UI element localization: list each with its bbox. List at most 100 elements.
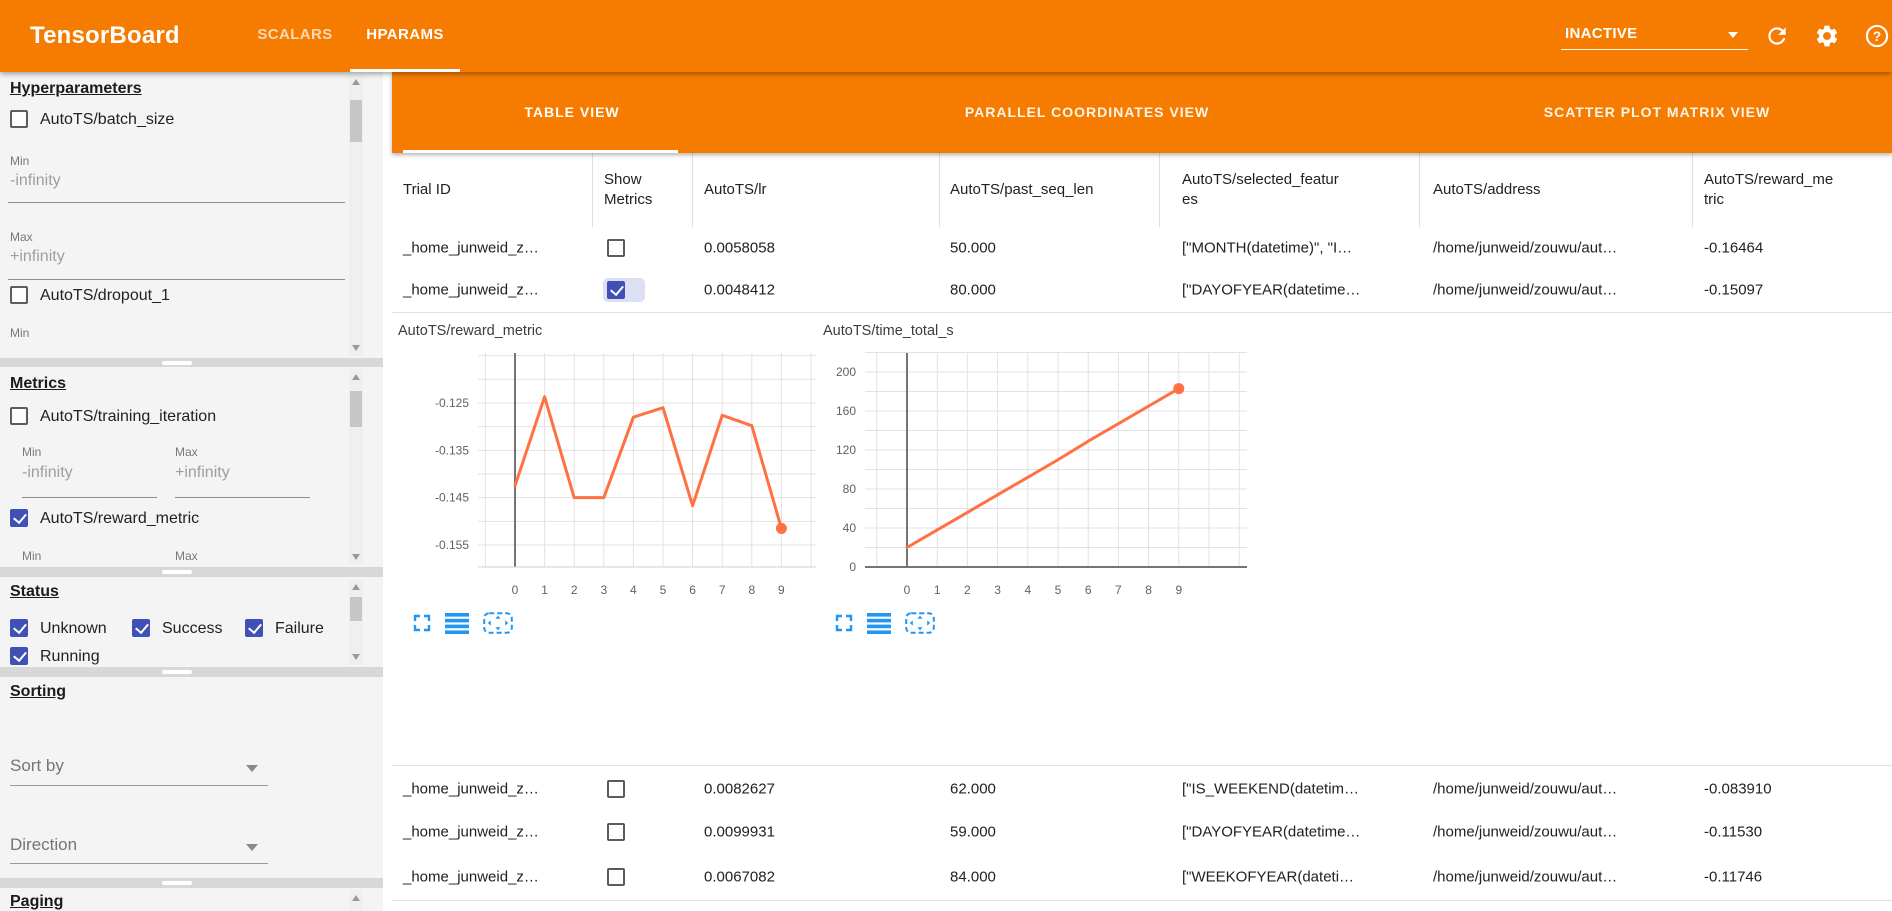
checkbox-checked-icon[interactable] [132,619,150,637]
panel-paging: Paging [0,888,383,911]
show-metrics-checkbox[interactable] [607,238,625,257]
checkbox-icon[interactable] [10,407,28,425]
show-metrics-checkbox[interactable] [607,779,625,798]
address-cell: /home/junweid/zouwu/aut… [1433,868,1618,885]
scroll-up-icon[interactable] [352,895,360,901]
col-header-autots-past-seq-len[interactable]: AutoTS/past_seq_len [950,181,1094,198]
svg-text:8: 8 [748,583,755,597]
table-row-expanded: _home_junweid_z… 0.0048412 80.000 ["DAYO… [392,268,1892,313]
col-header-autots-reward-metric[interactable]: AutoTS/reward_metric [1704,171,1834,208]
checkbox-status-running[interactable]: Running [10,647,125,667]
svg-text:2: 2 [571,583,578,597]
chevron-down-icon [1728,32,1738,38]
show-metrics-checkbox[interactable] [607,822,625,841]
fullscreen-icon[interactable] [835,614,853,632]
checkbox-batch-size[interactable]: AutoTS/batch_size [10,110,340,130]
scrollbar[interactable] [349,369,363,565]
max-field[interactable]: +infinity [175,464,230,481]
panel-resize-handle[interactable] [0,567,383,577]
data-list-icon[interactable] [445,612,469,634]
run-status-dropdown[interactable]: INACTIVE [1561,20,1748,50]
checkbox-checked-icon[interactable] [10,509,28,527]
checkbox-status-unknown[interactable]: Unknown [10,619,125,639]
checkbox-dropout-1[interactable]: AutoTS/dropout_1 [10,286,340,306]
trial-id-cell: _home_junweid_z… [403,868,539,885]
scroll-up-icon[interactable] [352,79,360,85]
address-cell: /home/junweid/zouwu/aut… [1433,823,1618,840]
tab-scalars[interactable]: SCALARS [257,26,333,43]
panel-hyperparameters: Hyperparameters AutoTS/batch_size Min -i… [0,72,383,358]
checkbox-training-iteration[interactable]: AutoTS/training_iteration [10,407,340,427]
checkbox-status-success[interactable]: Success [132,619,240,639]
scroll-up-icon[interactable] [352,374,360,380]
panel-resize-handle[interactable] [0,667,383,677]
scrollbar[interactable] [349,579,363,665]
svg-text:2: 2 [964,583,971,597]
reward-metric-cell: -0.083910 [1704,780,1772,797]
col-header-autots-selected-features[interactable]: AutoTS/selected_features [1182,171,1339,208]
panel-sorting: Sorting Sort by Direction [0,677,383,878]
svg-text:3: 3 [600,583,607,597]
tab-table-view[interactable]: TABLE VIEW [524,104,620,120]
checkbox-checked-icon[interactable] [10,619,28,637]
lr-cell: 0.0058058 [704,239,775,256]
fit-frame-icon[interactable] [483,612,513,634]
checkbox-checked-icon[interactable] [10,647,28,665]
checkbox-status-failure[interactable]: Failure [245,619,345,639]
svg-text:5: 5 [1055,583,1062,597]
scroll-down-icon[interactable] [352,554,360,560]
checkbox-icon[interactable] [10,286,28,304]
scroll-down-icon[interactable] [352,345,360,351]
data-list-icon[interactable] [867,612,891,634]
section-title: Hyperparameters [10,80,142,97]
svg-text:7: 7 [1115,583,1122,597]
max-label: Max [175,549,198,563]
scrollbar-thumb[interactable] [350,597,362,621]
drag-handle[interactable] [162,881,192,885]
trial-id-cell: _home_junweid_z… [403,281,539,299]
chart-title-time-total: AutoTS/time_total_s [823,323,954,339]
checkbox-checked-icon[interactable] [245,619,263,637]
checkbox-reward-metric[interactable]: AutoTS/reward_metric [10,509,340,529]
show-metrics-checkbox[interactable] [603,278,645,302]
min-field[interactable]: -infinity [22,464,73,481]
scrollbar[interactable] [349,74,363,356]
svg-text:80: 80 [843,482,857,496]
reload-icon[interactable] [1764,23,1790,49]
svg-text:8: 8 [1145,583,1152,597]
svg-text:-0.155: -0.155 [435,538,469,552]
gear-icon[interactable] [1814,23,1840,49]
scrollbar-thumb[interactable] [350,100,362,142]
column-divider [692,153,693,227]
scroll-down-icon[interactable] [352,654,360,660]
fit-frame-icon[interactable] [905,612,935,634]
drag-handle[interactable] [162,361,192,365]
section-title: Status [10,583,59,600]
col-header-trial-id[interactable]: Trial ID [403,181,451,198]
svg-text:7: 7 [719,583,726,597]
drag-handle[interactable] [162,570,192,574]
fullscreen-icon[interactable] [413,614,431,632]
tab-hparams[interactable]: HPARAMS [366,26,444,43]
col-header-show-metrics[interactable]: Show Metrics [604,171,653,208]
drag-handle[interactable] [162,670,192,674]
panel-resize-handle[interactable] [0,358,383,367]
scrollbar-thumb[interactable] [350,391,362,427]
max-field[interactable]: +infinity [10,248,65,265]
svg-text:9: 9 [778,583,785,597]
col-header-autots-address[interactable]: AutoTS/address [1433,181,1541,198]
tab-scatter-plot-matrix-view[interactable]: SCATTER PLOT MATRIX VIEW [1543,104,1771,120]
show-metrics-checkbox[interactable] [607,867,625,886]
selected-features-cell: ["MONTH(datetime)", "I… [1182,239,1353,256]
help-icon[interactable]: ? [1864,23,1890,49]
scroll-up-icon[interactable] [352,584,360,590]
col-header-autots-lr[interactable]: AutoTS/lr [704,181,767,198]
panel-resize-handle[interactable] [0,878,383,888]
past-seq-len-cell: 59.000 [950,823,996,840]
scrollbar[interactable] [349,890,363,911]
column-divider [939,153,940,227]
past-seq-len-cell: 62.000 [950,780,996,797]
checkbox-icon[interactable] [10,110,28,128]
min-field[interactable]: -infinity [10,172,61,189]
tab-parallel-coordinates-view[interactable]: PARALLEL COORDINATES VIEW [964,104,1210,120]
